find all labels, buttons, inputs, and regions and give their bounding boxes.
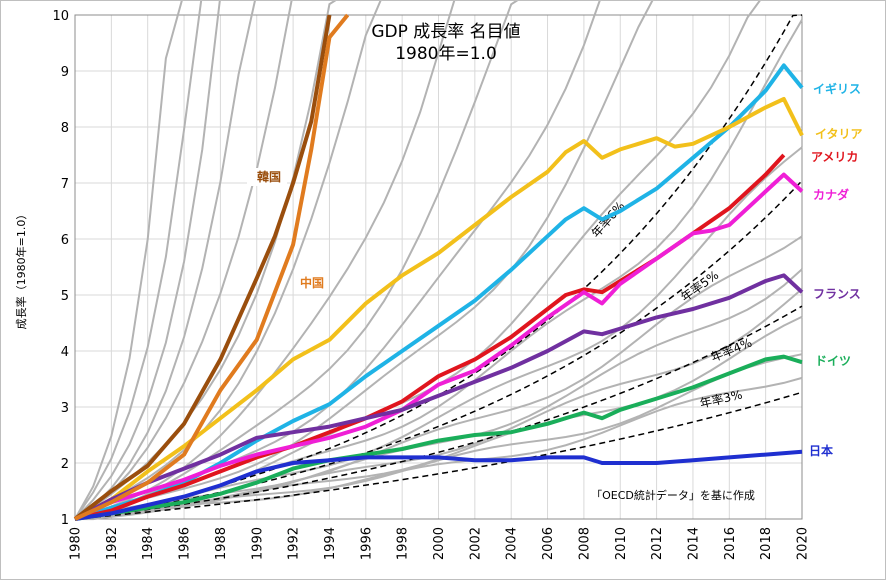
other-country-line (74, 1, 654, 520)
series-label: フランス (813, 287, 861, 301)
trend-label: 年率4% (708, 335, 754, 365)
x-tick-label: 2008 (577, 527, 592, 560)
series-line (74, 354, 803, 521)
series-label: イギリス (813, 81, 861, 96)
x-tick-label: 1988 (214, 527, 229, 560)
other-country-line (74, 376, 803, 520)
x-tick-label: 2004 (505, 527, 520, 560)
y-tick-label: 1 (61, 513, 69, 528)
x-tick-label: 1982 (105, 527, 120, 560)
series-label: アメリカ (811, 150, 858, 164)
chart-subtitle: 1980年=1.0 (395, 44, 497, 64)
other-country-line (74, 1, 519, 520)
trend-label: 年率6% (588, 198, 628, 240)
y-tick-label: 7 (61, 177, 69, 192)
series-lines (73, 13, 804, 521)
trend-label: 年率5% (678, 267, 722, 304)
x-tick-label: 2000 (432, 527, 447, 560)
y-tick-label: 8 (61, 121, 69, 136)
series-line (74, 449, 803, 521)
x-tick-label: 2006 (541, 527, 556, 560)
y-tick-label: 5 (61, 289, 69, 304)
y-tick-label: 10 (52, 9, 69, 24)
x-tick-label: 2014 (687, 527, 702, 560)
other-country-line (74, 1, 382, 520)
series-line (74, 97, 804, 521)
label-bg (247, 168, 287, 186)
series-line (73, 14, 332, 521)
x-tick-label: 1996 (359, 527, 374, 560)
x-tick-label: 1992 (287, 527, 302, 560)
other-country-line (74, 1, 221, 520)
series-line (74, 273, 804, 521)
x-tick-label: 2012 (650, 527, 665, 560)
series-line (74, 13, 350, 521)
series-label: ドイツ (815, 354, 851, 368)
x-tick-label: 2010 (614, 527, 629, 560)
y-tick-label: 9 (61, 65, 69, 80)
series-label: 中国 (300, 275, 324, 290)
y-tick-label: 4 (61, 345, 69, 360)
series-label: イタリア (815, 127, 863, 141)
y-tick-label: 3 (61, 401, 69, 416)
trend-line (74, 391, 803, 520)
x-tick-label: 1994 (323, 527, 338, 560)
plot-area (74, 14, 803, 520)
x-tick-label: 2016 (723, 527, 738, 560)
tick-labels: 1980 1982 1984 1986 1988 1990 1992 1994 1996 1998… (52, 9, 810, 560)
chart-title: GDP 成長率 名目値 (371, 22, 520, 42)
series-label: 日本 (809, 443, 833, 458)
other-country-line (74, 1, 183, 520)
x-tick-label: 2002 (468, 527, 483, 560)
x-tick-label: 1986 (178, 527, 193, 560)
x-tick-label: 1984 (141, 527, 156, 560)
y-axis-label: 成長率（1980年=1.0） (14, 209, 28, 330)
other-country-line (74, 1, 761, 520)
series-label: 韓国 (257, 169, 281, 184)
y-tick-label: 2 (61, 457, 69, 472)
series-label: カナダ (813, 187, 849, 202)
x-tick-label: 1990 (250, 527, 265, 560)
y-tick-label: 6 (61, 233, 69, 248)
x-tick-label: 1998 (396, 527, 411, 560)
series-line (74, 172, 804, 521)
other-country-line (74, 1, 203, 520)
trend-line (74, 305, 803, 520)
source-note: 「OECD統計データ」を基に作成 (591, 488, 755, 502)
x-tick-label: 2018 (759, 527, 774, 560)
x-tick-label: 1980 (69, 527, 84, 560)
x-tick-label: 2020 (796, 527, 811, 560)
